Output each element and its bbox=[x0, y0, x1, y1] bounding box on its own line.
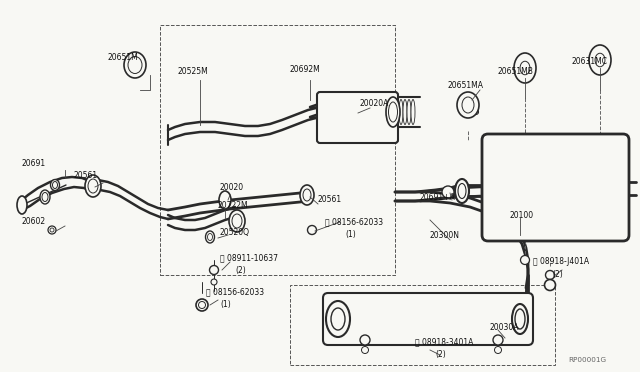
Text: 20561: 20561 bbox=[318, 196, 342, 205]
Ellipse shape bbox=[388, 102, 397, 122]
Text: Ⓑ 08156-62033: Ⓑ 08156-62033 bbox=[206, 288, 264, 296]
Text: 20651M: 20651M bbox=[108, 52, 139, 61]
Ellipse shape bbox=[403, 99, 407, 125]
Ellipse shape bbox=[88, 179, 98, 193]
Ellipse shape bbox=[50, 228, 54, 232]
Ellipse shape bbox=[17, 196, 27, 214]
Ellipse shape bbox=[40, 190, 50, 204]
FancyBboxPatch shape bbox=[323, 293, 533, 345]
Ellipse shape bbox=[198, 301, 205, 308]
Text: 20030A: 20030A bbox=[490, 324, 520, 333]
Ellipse shape bbox=[495, 346, 502, 353]
Text: 20651MA: 20651MA bbox=[448, 80, 484, 90]
Text: (2): (2) bbox=[235, 266, 246, 275]
Bar bbox=[160, 25, 395, 275]
Text: (2): (2) bbox=[435, 350, 445, 359]
Ellipse shape bbox=[360, 335, 370, 345]
Bar bbox=[290, 285, 555, 365]
Ellipse shape bbox=[326, 301, 350, 337]
Text: (1): (1) bbox=[345, 231, 356, 240]
Ellipse shape bbox=[462, 97, 474, 113]
FancyBboxPatch shape bbox=[482, 134, 629, 241]
Ellipse shape bbox=[207, 234, 212, 241]
Text: 20561: 20561 bbox=[74, 170, 98, 180]
Ellipse shape bbox=[395, 99, 399, 125]
Ellipse shape bbox=[515, 309, 525, 329]
Ellipse shape bbox=[229, 210, 245, 232]
Text: 20520Q: 20520Q bbox=[220, 228, 250, 237]
Text: Ⓝ 08911-10637: Ⓝ 08911-10637 bbox=[220, 253, 278, 263]
Ellipse shape bbox=[442, 186, 454, 198]
Text: 20525M: 20525M bbox=[178, 67, 209, 77]
Ellipse shape bbox=[42, 192, 48, 202]
Text: 20691: 20691 bbox=[22, 158, 46, 167]
Ellipse shape bbox=[514, 53, 536, 83]
Text: 20020: 20020 bbox=[220, 183, 244, 192]
Ellipse shape bbox=[128, 57, 142, 74]
Text: 20691+A: 20691+A bbox=[420, 192, 456, 202]
Ellipse shape bbox=[589, 45, 611, 75]
Text: 20722M: 20722M bbox=[218, 201, 248, 209]
Ellipse shape bbox=[399, 99, 403, 125]
Ellipse shape bbox=[124, 52, 146, 78]
Ellipse shape bbox=[455, 179, 469, 203]
Ellipse shape bbox=[205, 231, 214, 243]
Text: 20100: 20100 bbox=[510, 211, 534, 219]
Ellipse shape bbox=[211, 279, 217, 285]
Ellipse shape bbox=[85, 175, 101, 197]
Ellipse shape bbox=[407, 99, 411, 125]
Text: 20631MC: 20631MC bbox=[572, 58, 608, 67]
Ellipse shape bbox=[307, 225, 317, 234]
Text: 20692M: 20692M bbox=[290, 65, 321, 74]
Ellipse shape bbox=[458, 183, 466, 199]
Ellipse shape bbox=[136, 66, 144, 74]
Ellipse shape bbox=[52, 182, 58, 189]
Ellipse shape bbox=[411, 99, 415, 125]
Ellipse shape bbox=[545, 270, 554, 279]
Ellipse shape bbox=[457, 92, 479, 118]
Ellipse shape bbox=[232, 214, 242, 228]
Ellipse shape bbox=[512, 304, 528, 334]
Text: Ⓝ 08918-J401A: Ⓝ 08918-J401A bbox=[533, 257, 589, 266]
Ellipse shape bbox=[48, 226, 56, 234]
Ellipse shape bbox=[386, 97, 400, 127]
Text: (1): (1) bbox=[220, 301, 231, 310]
Text: 20300N: 20300N bbox=[430, 231, 460, 240]
Ellipse shape bbox=[520, 256, 529, 264]
Text: Ⓝ 08918-3401A: Ⓝ 08918-3401A bbox=[415, 337, 474, 346]
Text: Ⓑ 08156-62033: Ⓑ 08156-62033 bbox=[325, 218, 383, 227]
Ellipse shape bbox=[331, 308, 345, 330]
Text: 20602: 20602 bbox=[22, 218, 46, 227]
Ellipse shape bbox=[303, 189, 311, 201]
Ellipse shape bbox=[545, 279, 556, 291]
Ellipse shape bbox=[219, 191, 231, 209]
Ellipse shape bbox=[196, 299, 208, 311]
FancyBboxPatch shape bbox=[317, 92, 398, 143]
Text: 20651MB: 20651MB bbox=[498, 67, 534, 77]
Text: (2): (2) bbox=[552, 270, 563, 279]
Ellipse shape bbox=[362, 346, 369, 353]
Ellipse shape bbox=[474, 109, 479, 115]
Ellipse shape bbox=[493, 335, 503, 345]
Text: 20020A: 20020A bbox=[360, 99, 389, 108]
Ellipse shape bbox=[520, 61, 530, 75]
Text: RP00001G: RP00001G bbox=[568, 357, 606, 363]
Ellipse shape bbox=[209, 266, 218, 275]
Ellipse shape bbox=[595, 53, 605, 67]
Ellipse shape bbox=[51, 180, 60, 190]
Ellipse shape bbox=[300, 185, 314, 205]
